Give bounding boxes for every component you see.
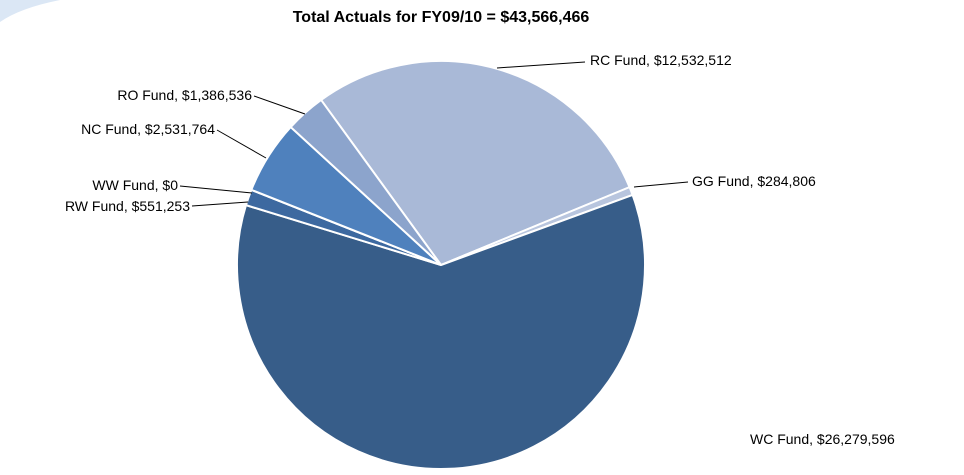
data-label: GG Fund, $284,806 <box>692 173 816 189</box>
data-label: RO Fund, $1,386,536 <box>117 87 252 103</box>
pie-slice <box>289 98 442 266</box>
leader-line <box>253 95 306 115</box>
label-separator: , <box>155 177 163 193</box>
label-value: $1,386,536 <box>182 87 252 103</box>
label-separator: , <box>809 431 817 447</box>
label-separator: , <box>174 87 182 103</box>
data-label: RW Fund, $551,253 <box>65 198 190 214</box>
label-category: NC Fund <box>81 121 137 137</box>
data-label: WW Fund, $0 <box>92 177 178 193</box>
label-category: RW Fund <box>65 198 124 214</box>
label-category: RO Fund <box>117 87 174 103</box>
chart-title: Total Actuals for FY09/10 = $43,566,466 <box>293 9 590 26</box>
label-value: $12,532,512 <box>654 52 732 68</box>
data-label: WC Fund, $26,279,596 <box>750 431 895 447</box>
label-value: $2,531,764 <box>145 121 215 137</box>
leader-line <box>191 201 249 207</box>
label-value: $551,253 <box>132 198 191 214</box>
leader-line <box>496 61 586 69</box>
label-separator: , <box>646 52 654 68</box>
pie-slice <box>319 60 631 267</box>
label-category: RC Fund <box>590 52 646 68</box>
label-separator: , <box>137 121 145 137</box>
leader-line <box>179 185 253 194</box>
label-category: WW Fund <box>92 177 154 193</box>
label-separator: , <box>124 198 132 214</box>
label-value: $284,806 <box>757 173 816 189</box>
label-category: GG Fund <box>692 173 750 189</box>
label-value: $26,279,596 <box>817 431 895 447</box>
label-category: WC Fund <box>750 431 809 447</box>
leader-line <box>633 181 689 188</box>
data-label: RC Fund, $12,532,512 <box>590 52 732 68</box>
pie-slice <box>236 193 646 470</box>
data-label: NC Fund, $2,531,764 <box>81 121 215 137</box>
label-separator: , <box>750 173 758 189</box>
leader-line <box>216 129 267 159</box>
corner-decoration <box>0 0 60 22</box>
label-value: $0 <box>162 177 178 193</box>
